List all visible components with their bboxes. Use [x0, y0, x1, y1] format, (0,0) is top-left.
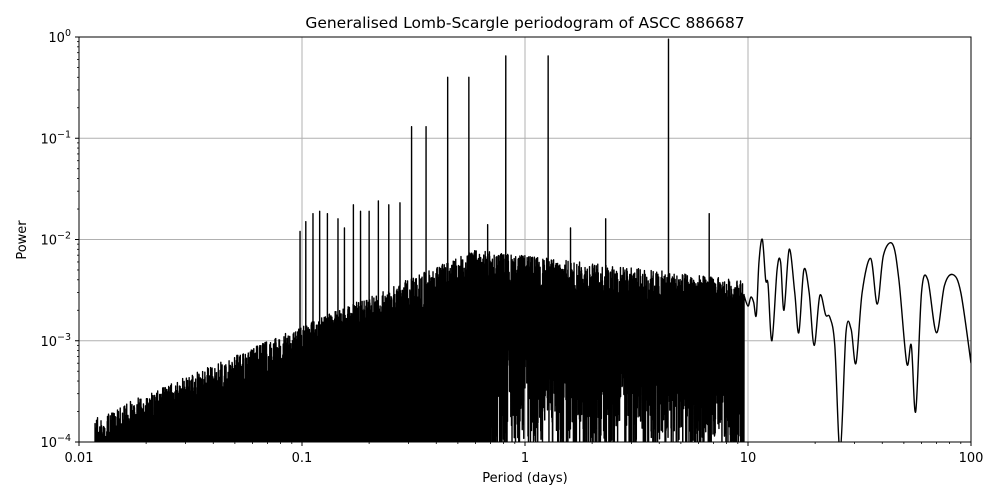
- x-axis: 0.01 0.1 1 10 100: [65, 442, 984, 466]
- y-tick-label: 10−1: [40, 129, 71, 147]
- y-tick-label: 10−3: [40, 332, 71, 350]
- x-tick-label: 100: [959, 451, 984, 466]
- y-tick-label: 10−4: [40, 433, 71, 451]
- x-tick-label: 0.01: [65, 451, 94, 466]
- y-axis-label: Power: [15, 220, 30, 260]
- y-tick-label: 10−2: [40, 231, 71, 249]
- chart-title: Generalised Lomb-Scargle periodogram of …: [305, 14, 744, 32]
- y-axis: 100 10−1 10−2 10−3 10−4: [40, 28, 79, 451]
- periodogram-line: [94, 38, 971, 442]
- y-tick-label: 100: [48, 28, 71, 46]
- x-tick-label: 1: [521, 451, 529, 466]
- x-tick-label: 10: [740, 451, 757, 466]
- x-tick-label: 0.1: [292, 451, 313, 466]
- x-axis-label: Period (days): [482, 471, 568, 486]
